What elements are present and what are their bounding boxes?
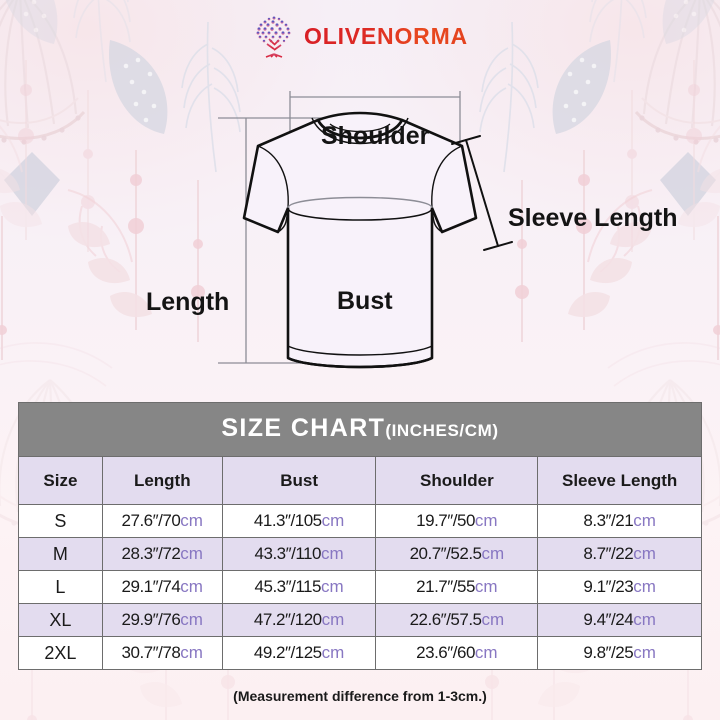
table-body: S 27.6″/70cm 41.3″/105cm 19.7″/50cm 8.3″/21c… — [18, 504, 702, 670]
cell-shoulder: 21.7″/55cm — [375, 570, 539, 604]
cell-bust: 45.3″/115cm — [221, 570, 377, 604]
table-title-main: SIZE CHART — [221, 414, 386, 442]
table-title: SIZE CHART(INCHES/CM) — [18, 402, 702, 457]
cell-bust: 43.3″/110cm — [221, 537, 377, 571]
cell-sleeve: 9.1″/23cm — [537, 570, 702, 604]
column-header-sleeve: Sleeve Length — [537, 456, 702, 505]
cell-shoulder: 23.6″/60cm — [375, 636, 539, 670]
brand-name: OLIVENORMA — [304, 22, 468, 49]
cell-bust: 49.2″/125cm — [221, 636, 377, 670]
cell-shoulder: 22.6″/57.5cm — [375, 603, 539, 637]
brand-logo: OLIVENORMA — [0, 12, 720, 60]
size-chart-table: SIZE CHART(INCHES/CM) Size Length Bust S… — [18, 402, 702, 670]
column-header-shoulder: Shoulder — [375, 456, 539, 505]
column-header-size: Size — [18, 456, 103, 505]
cell-shoulder: 19.7″/50cm — [375, 504, 539, 538]
cell-sleeve: 9.4″/24cm — [537, 603, 702, 637]
cell-shoulder: 20.7″/52.5cm — [375, 537, 539, 571]
label-shoulder: Shoulder — [321, 122, 430, 150]
table-row: L 29.1″/74cm 45.3″/115cm 21.7″/55cm 9.1″/23c… — [18, 570, 702, 604]
measurement-footnote: (Measurement difference from 1-3cm.) — [233, 688, 487, 704]
cell-length: 29.9″/76cm — [101, 603, 223, 637]
label-bust: Bust — [337, 287, 393, 315]
cell-size: L — [18, 570, 103, 604]
tshirt-measurement-diagram: Shoulder Sleeve Length Length Bust — [0, 58, 720, 388]
table-header-row: Size Length Bust Shoulder Sleeve Length — [18, 456, 702, 505]
column-header-bust: Bust — [221, 456, 377, 505]
cell-sleeve: 8.3″/21cm — [537, 504, 702, 538]
tshirt-outline — [218, 91, 513, 369]
table-row: XL 29.9″/76cm 47.2″/120cm 22.6″/57.5cm 9.4″/… — [18, 603, 702, 637]
cell-length: 27.6″/70cm — [101, 504, 223, 538]
cell-length: 29.1″/74cm — [101, 570, 223, 604]
column-header-length: Length — [101, 456, 223, 505]
cell-size: XL — [18, 603, 103, 637]
cell-size: S — [18, 504, 103, 538]
table-title-unit: (INCHES/CM) — [385, 421, 499, 440]
table-row: M 28.3″/72cm 43.3″/110cm 20.7″/52.5cm 8.7″/2… — [18, 537, 702, 571]
cell-bust: 47.2″/120cm — [221, 603, 377, 637]
cell-size: M — [18, 537, 103, 571]
table-title-row: SIZE CHART(INCHES/CM) — [18, 402, 702, 457]
tree-icon — [256, 16, 291, 58]
label-sleeve-length: Sleeve Length — [508, 204, 678, 232]
cell-length: 30.7″/78cm — [101, 636, 223, 670]
label-length: Length — [146, 288, 230, 316]
table-row: S 27.6″/70cm 41.3″/105cm 19.7″/50cm 8.3″/21c… — [18, 504, 702, 538]
cell-bust: 41.3″/105cm — [221, 504, 377, 538]
cell-size: 2XL — [18, 636, 103, 670]
table-row: 2XL 30.7″/78cm 49.2″/125cm 23.6″/60cm 9.8″/2… — [18, 636, 702, 670]
cell-length: 28.3″/72cm — [101, 537, 223, 571]
cell-sleeve: 9.8″/25cm — [537, 636, 702, 670]
cell-sleeve: 8.7″/22cm — [537, 537, 702, 571]
